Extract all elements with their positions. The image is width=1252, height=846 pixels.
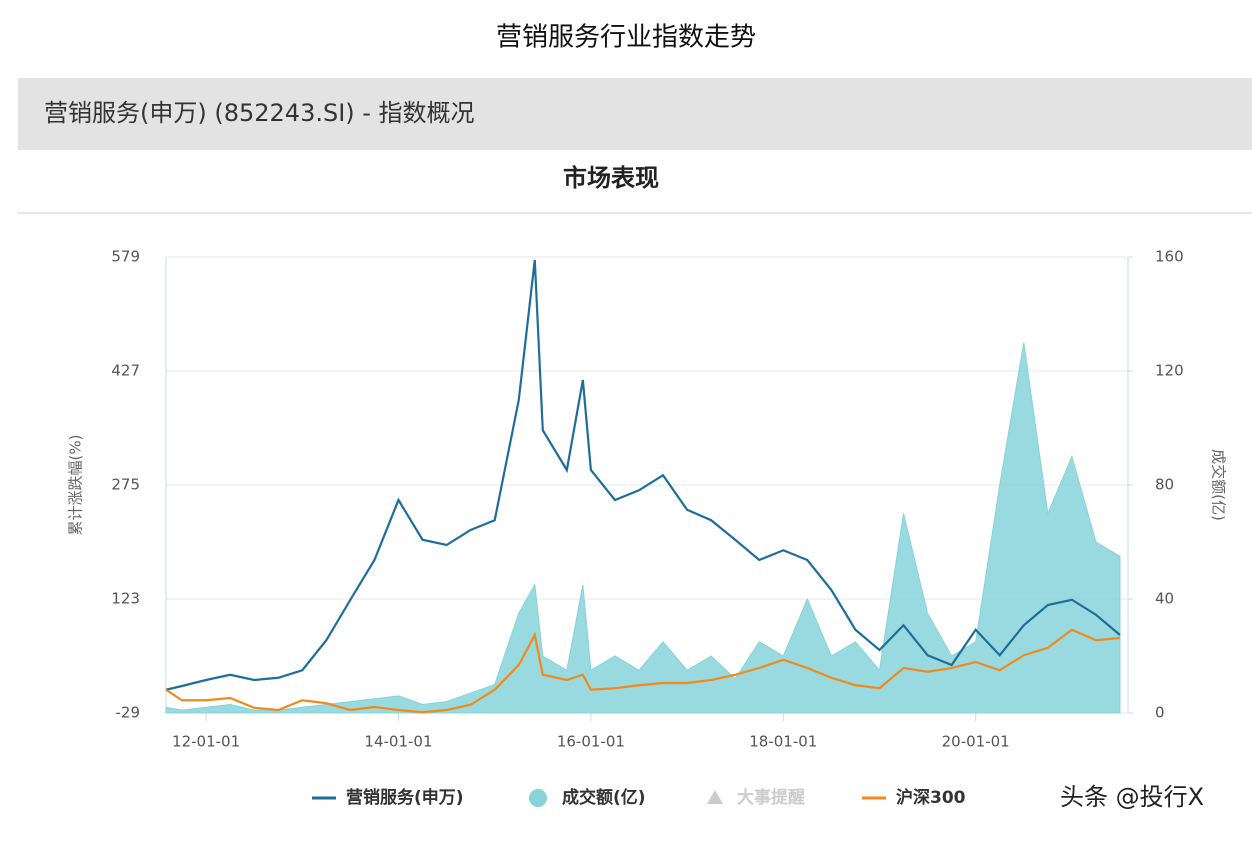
series-line [165, 259, 1121, 691]
legend-label: 营销服务(申万) [346, 787, 464, 808]
events-legend: 大事提醒 [737, 787, 805, 808]
section-title: 市场表现 [563, 164, 659, 192]
volume-area [165, 342, 1121, 714]
legend: 营销服务(申万) 成交额(亿) 沪深300 [312, 787, 966, 808]
y-tick-label: 123 [111, 590, 140, 608]
y2-tick-label: 40 [1155, 590, 1174, 608]
y-tick-label: -29 [116, 704, 141, 722]
y-tick-label: 579 [111, 248, 140, 266]
y-axis-label: 累计涨跌幅(%) [67, 435, 85, 536]
legend-label: 成交额(亿) [562, 787, 646, 808]
y2-tick-label: 120 [1155, 362, 1184, 380]
y-tick-label: 275 [111, 476, 140, 494]
plot-area: -29 123 275 427 579 0 40 80 120 160 12-01-01 14-01-… [111, 248, 1183, 751]
y2-tick-label: 160 [1155, 248, 1184, 266]
series-line [165, 628, 1121, 714]
panel-header-bg [18, 78, 1252, 150]
events-marker [707, 790, 723, 804]
legend-label: 沪深300 [896, 787, 966, 808]
panel-header: 营销服务(申万) (852243.SI) - 指数概况 [44, 99, 475, 127]
x-tick-label: 18-01-01 [749, 733, 817, 751]
y2-axis-label: 成交额(亿) [1210, 449, 1228, 521]
y2-tick-label: 0 [1155, 704, 1165, 722]
y-tick-label: 427 [111, 362, 140, 380]
y2-tick-label: 80 [1155, 476, 1174, 494]
legend-marker [529, 789, 547, 807]
x-tick-label: 12-01-01 [172, 733, 240, 751]
x-tick-label: 14-01-01 [364, 733, 432, 751]
watermark: 头条 @投行X [1060, 783, 1204, 811]
x-tick-label: 16-01-01 [557, 733, 625, 751]
page-title: 营销服务行业指数走势 [496, 23, 756, 53]
x-tick-label: 20-01-01 [942, 733, 1010, 751]
